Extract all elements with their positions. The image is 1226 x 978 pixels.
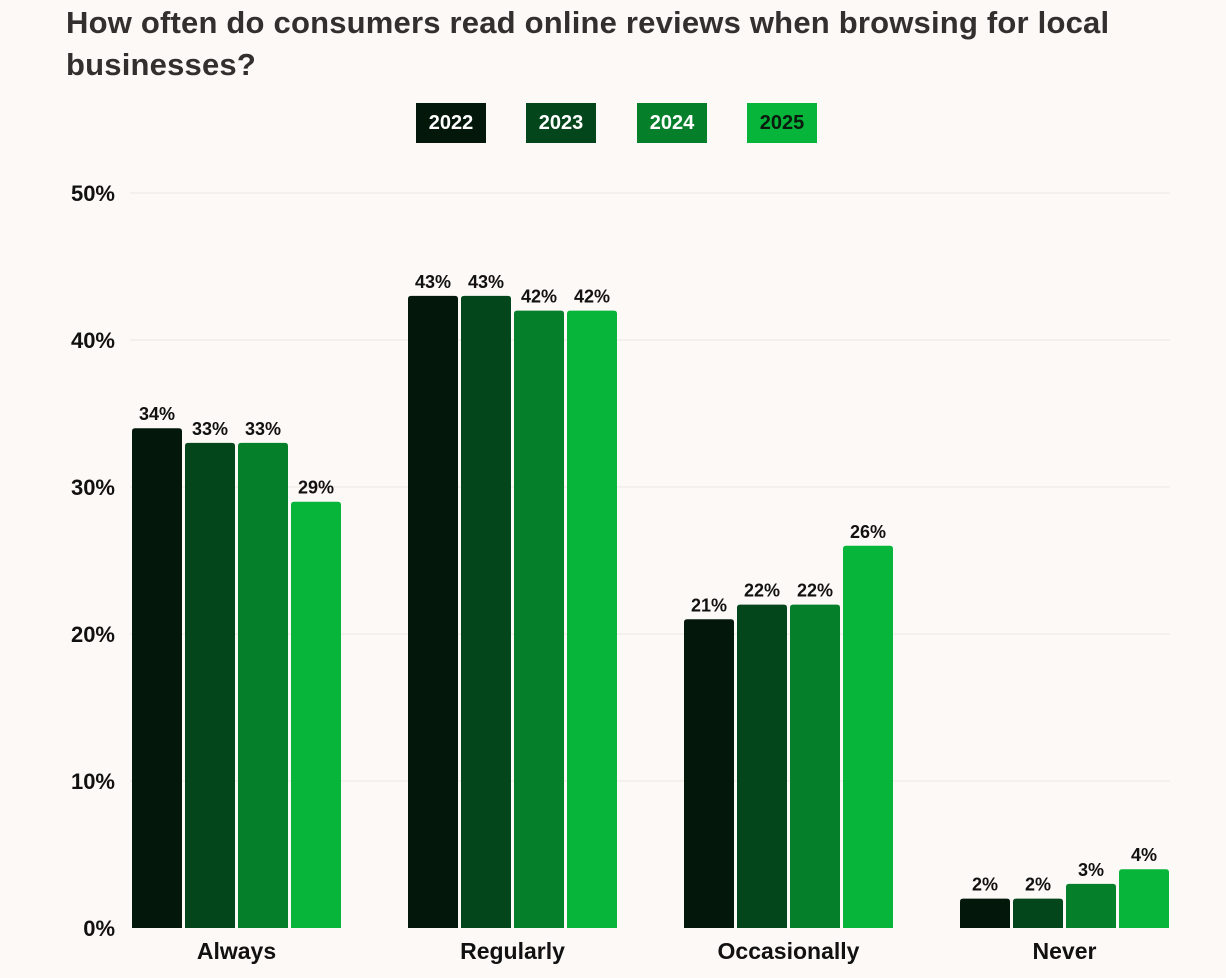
- bar-always-2022: [132, 428, 182, 928]
- data-label: 26%: [850, 522, 886, 542]
- bar-never-2023: [1013, 898, 1063, 928]
- bar-regularly-2025: [567, 310, 617, 929]
- bar-never-2025: [1119, 869, 1169, 928]
- bar-regularly-2022: [408, 295, 458, 928]
- y-tick-label: 10%: [71, 769, 115, 794]
- data-label: 29%: [298, 478, 334, 498]
- bar-occasionally-2023: [737, 604, 787, 928]
- y-tick-label: 40%: [71, 328, 115, 353]
- data-label: 42%: [521, 287, 557, 307]
- legend-item-2025: 2025: [747, 103, 817, 143]
- x-category-label: Never: [1033, 938, 1097, 964]
- data-label: 4%: [1131, 845, 1157, 865]
- bar-always-2024: [238, 442, 288, 928]
- data-label: 3%: [1078, 860, 1104, 880]
- data-label: 42%: [574, 287, 610, 307]
- data-label: 21%: [691, 595, 727, 615]
- data-label: 43%: [468, 272, 504, 292]
- bar-occasionally-2025: [843, 545, 893, 928]
- data-label: 33%: [245, 419, 281, 439]
- bar-always-2023: [185, 442, 235, 928]
- bar-occasionally-2024: [790, 604, 840, 928]
- bar-occasionally-2022: [684, 619, 734, 928]
- y-tick-label: 20%: [71, 622, 115, 647]
- legend-item-2022: 2022: [416, 103, 486, 143]
- data-label: 22%: [744, 581, 780, 601]
- bar-regularly-2023: [461, 295, 511, 928]
- legend: 2022 2023 2024 2025: [0, 103, 1226, 143]
- data-label: 33%: [192, 419, 228, 439]
- bar-regularly-2024: [514, 310, 564, 929]
- bar-always-2025: [291, 501, 341, 928]
- x-category-label: Regularly: [460, 938, 565, 964]
- data-label: 2%: [1025, 875, 1051, 895]
- y-tick-label: 0%: [83, 916, 115, 941]
- data-label: 43%: [415, 272, 451, 292]
- legend-item-2024: 2024: [637, 103, 707, 143]
- y-tick-label: 30%: [71, 475, 115, 500]
- data-label: 22%: [797, 581, 833, 601]
- x-category-label: Occasionally: [718, 938, 860, 964]
- data-label: 2%: [972, 875, 998, 895]
- x-category-label: Always: [197, 938, 276, 964]
- data-label: 34%: [139, 404, 175, 424]
- bar-never-2024: [1066, 883, 1116, 928]
- legend-item-2023: 2023: [526, 103, 596, 143]
- y-tick-label: 50%: [71, 181, 115, 206]
- bar-never-2022: [960, 898, 1010, 928]
- chart-title: How often do consumers read online revie…: [66, 5, 1110, 82]
